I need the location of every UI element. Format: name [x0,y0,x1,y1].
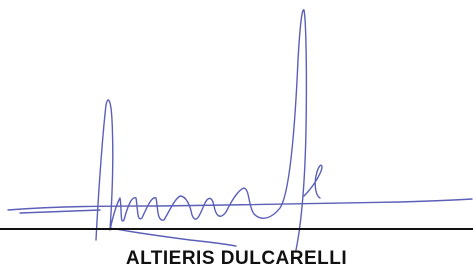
signature-stroke [20,210,100,213]
signature-drawing [0,0,473,264]
signature-strokes [8,10,472,250]
signatory-name: ALTIERIS DULCARELLI [0,248,473,264]
signature-stroke [110,228,236,246]
signature-underline-stroke [8,199,472,210]
signature-main-stroke [96,10,306,250]
signature-block: ALTIERIS DULCARELLI [0,0,473,264]
signature-stroke [304,165,322,198]
